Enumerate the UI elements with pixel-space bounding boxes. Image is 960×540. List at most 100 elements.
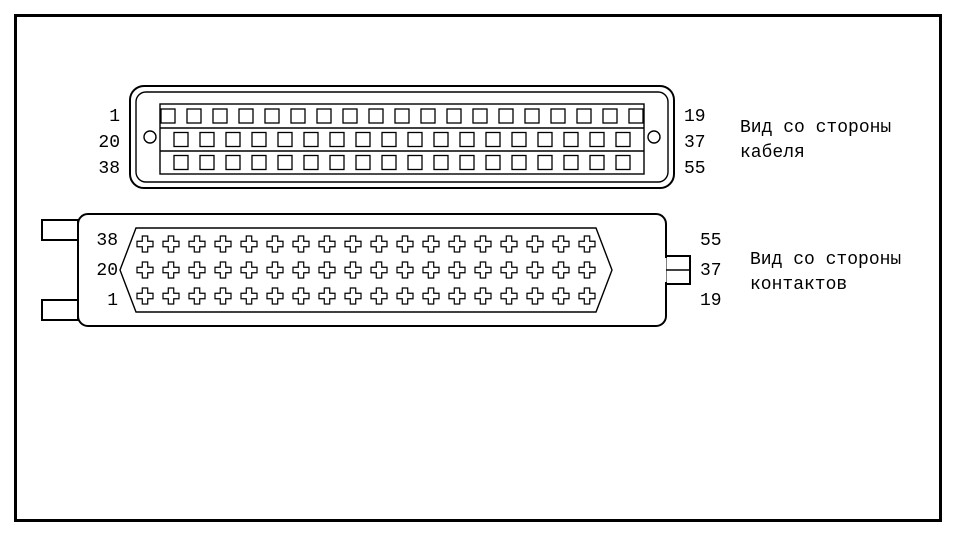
pin-cross xyxy=(241,288,257,304)
pin-cross xyxy=(293,288,309,304)
pin-square xyxy=(174,133,188,147)
pin-square xyxy=(356,133,370,147)
pin-cross xyxy=(475,262,491,278)
pin-cross xyxy=(345,262,361,278)
pin-cross xyxy=(423,288,439,304)
pin-cross xyxy=(241,236,257,252)
pin-square xyxy=(629,109,643,123)
pin-square xyxy=(317,109,331,123)
pin-square xyxy=(616,133,630,147)
pin-cross xyxy=(345,288,361,304)
pin-cross xyxy=(501,288,517,304)
pin-square xyxy=(213,109,227,123)
pin-square xyxy=(265,109,279,123)
pin-cross xyxy=(163,288,179,304)
pin-square xyxy=(512,133,526,147)
pin-square xyxy=(174,156,188,170)
pin-cross xyxy=(527,288,543,304)
pin-square xyxy=(499,109,513,123)
pin-square xyxy=(161,109,175,123)
pin-cross xyxy=(553,236,569,252)
pin-square xyxy=(512,156,526,170)
pin-square xyxy=(356,156,370,170)
pin-square xyxy=(252,156,266,170)
pin-square xyxy=(252,133,266,147)
pin-cross xyxy=(475,288,491,304)
pin-cross xyxy=(137,288,153,304)
pin-cross xyxy=(319,288,335,304)
pin-cross xyxy=(501,236,517,252)
pin-cross xyxy=(137,236,153,252)
pin-cross xyxy=(267,236,283,252)
pin-cross xyxy=(267,262,283,278)
pin-cross xyxy=(215,236,231,252)
pin-square xyxy=(421,109,435,123)
pin-cross xyxy=(579,288,595,304)
pin-cross xyxy=(553,288,569,304)
pin-cross xyxy=(553,262,569,278)
pin-cross xyxy=(475,236,491,252)
pin-square xyxy=(603,109,617,123)
pin-cross xyxy=(163,262,179,278)
pin-cross xyxy=(293,236,309,252)
pin-cross xyxy=(423,236,439,252)
pin-square xyxy=(434,156,448,170)
pin-square xyxy=(577,109,591,123)
pin-square xyxy=(304,133,318,147)
pin-cross xyxy=(215,262,231,278)
pin-cross xyxy=(397,236,413,252)
pin-square xyxy=(564,133,578,147)
pin-square xyxy=(382,156,396,170)
pin-square xyxy=(291,109,305,123)
pin-square xyxy=(473,109,487,123)
pin-square xyxy=(551,109,565,123)
pin-cross xyxy=(137,262,153,278)
pin-square xyxy=(343,109,357,123)
pin-cross xyxy=(501,262,517,278)
pin-square xyxy=(330,133,344,147)
pin-cross xyxy=(449,288,465,304)
bottom-connector xyxy=(42,214,690,326)
pin-cross xyxy=(189,236,205,252)
pin-cross xyxy=(423,262,439,278)
pin-cross xyxy=(319,262,335,278)
pin-cross xyxy=(527,236,543,252)
pin-cross xyxy=(449,236,465,252)
pin-cross xyxy=(163,236,179,252)
pin-square xyxy=(187,109,201,123)
pin-cross xyxy=(397,288,413,304)
pin-square xyxy=(434,133,448,147)
pin-cross xyxy=(189,288,205,304)
pin-cross xyxy=(371,236,387,252)
pin-square xyxy=(460,156,474,170)
pin-cross xyxy=(397,262,413,278)
pin-square xyxy=(590,133,604,147)
pin-cross xyxy=(579,236,595,252)
pin-square xyxy=(200,133,214,147)
pin-cross xyxy=(345,236,361,252)
pin-square xyxy=(590,156,604,170)
pin-square xyxy=(408,133,422,147)
pin-cross xyxy=(449,262,465,278)
pin-cross xyxy=(189,262,205,278)
pin-square xyxy=(486,133,500,147)
pin-square xyxy=(538,156,552,170)
pin-square xyxy=(369,109,383,123)
pin-square xyxy=(486,156,500,170)
pin-square xyxy=(447,109,461,123)
pin-square xyxy=(304,156,318,170)
pin-square xyxy=(330,156,344,170)
pin-cross xyxy=(293,262,309,278)
pin-cross xyxy=(267,288,283,304)
pin-square xyxy=(408,156,422,170)
pin-square xyxy=(278,156,292,170)
pin-square xyxy=(382,133,396,147)
pin-square xyxy=(538,133,552,147)
pin-square xyxy=(525,109,539,123)
pin-cross xyxy=(527,262,543,278)
pin-cross xyxy=(579,262,595,278)
pin-cross xyxy=(215,288,231,304)
pin-square xyxy=(226,133,240,147)
pin-square xyxy=(460,133,474,147)
pin-square xyxy=(239,109,253,123)
